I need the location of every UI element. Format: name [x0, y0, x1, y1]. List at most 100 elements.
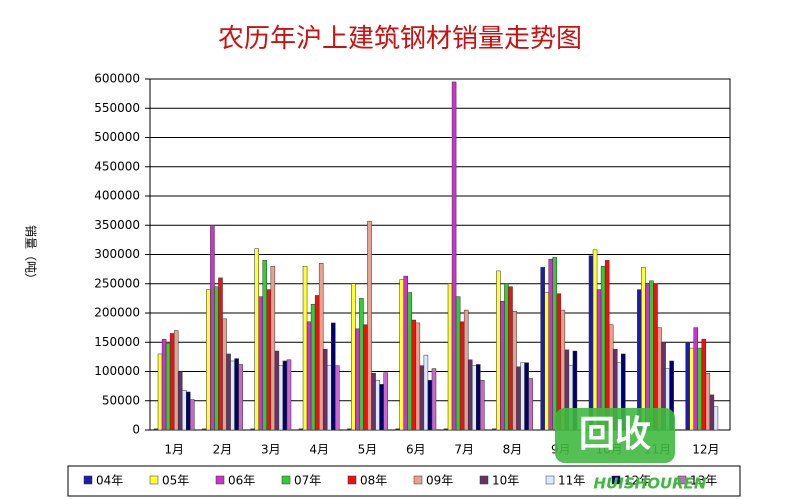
legend-label: 08年	[360, 474, 387, 488]
legend-swatch	[677, 475, 687, 485]
bar	[355, 328, 360, 431]
bar	[705, 373, 711, 431]
legend-swatch	[479, 475, 489, 485]
legend-swatch	[149, 475, 159, 485]
bar	[540, 267, 545, 431]
bar	[314, 295, 320, 431]
legend-swatch	[347, 475, 357, 485]
legend-label: 09年	[426, 474, 453, 488]
bar	[202, 428, 207, 431]
bar	[641, 267, 646, 431]
watermark-logo-bg	[555, 408, 675, 463]
y-tick-label: 500000	[94, 130, 140, 144]
bar	[443, 428, 449, 431]
y-tick-label: 600000	[94, 72, 140, 86]
bar	[592, 249, 598, 431]
y-tick-label: 50000	[102, 393, 140, 407]
bar	[169, 333, 175, 431]
bar	[153, 428, 159, 431]
bar	[415, 322, 421, 431]
x-tick-label: 6月	[406, 443, 426, 457]
bar	[713, 406, 719, 431]
bar	[234, 358, 239, 431]
bar	[709, 394, 715, 431]
bar	[423, 354, 429, 431]
bar	[186, 391, 191, 431]
bar	[318, 263, 324, 431]
bar	[463, 309, 469, 431]
bar	[459, 321, 465, 431]
bar	[552, 257, 558, 431]
bar	[331, 322, 336, 431]
bar	[173, 330, 179, 431]
legend-swatch	[83, 475, 93, 485]
y-tick-label: 200000	[94, 306, 140, 320]
bar	[520, 362, 525, 431]
bar	[496, 270, 501, 431]
bar	[504, 283, 509, 431]
bar	[508, 286, 513, 431]
legend-label: 13年	[690, 474, 717, 488]
bar	[177, 371, 183, 431]
bar	[367, 220, 372, 431]
bar	[395, 428, 400, 431]
bar	[266, 289, 272, 431]
bar	[689, 347, 694, 431]
bar	[258, 296, 264, 431]
bar	[451, 81, 457, 431]
bar	[278, 365, 284, 431]
bar	[302, 265, 308, 431]
legend-swatch	[545, 475, 555, 485]
bar	[238, 364, 243, 431]
bar	[218, 277, 223, 431]
y-tick-label: 150000	[94, 335, 140, 349]
legend-label: 11年	[558, 474, 585, 488]
legend-label: 12年	[624, 474, 651, 488]
bar	[528, 378, 533, 431]
bar	[447, 283, 453, 431]
bar	[524, 362, 529, 431]
legend-swatch	[611, 475, 621, 485]
bar	[322, 349, 328, 431]
bar	[685, 342, 690, 431]
x-tick-label: 5月	[358, 443, 378, 457]
legend-label: 04年	[96, 474, 123, 488]
bar	[230, 360, 235, 431]
bar	[222, 318, 227, 431]
bar	[600, 265, 606, 431]
bar	[214, 286, 219, 431]
bar	[375, 380, 380, 431]
bar	[326, 365, 332, 431]
bar	[161, 339, 167, 431]
bar	[399, 279, 404, 431]
y-tick-label: 450000	[94, 159, 140, 173]
bar	[250, 428, 255, 431]
y-tick-label: 100000	[94, 364, 140, 378]
bar	[512, 310, 517, 431]
bar	[306, 321, 312, 431]
bar	[604, 260, 610, 431]
bar	[282, 360, 288, 431]
x-tick-label: 8月	[503, 443, 523, 457]
y-tick-label: 250000	[94, 276, 140, 290]
legend-label: 05年	[162, 474, 189, 488]
bar	[274, 350, 280, 431]
bar	[480, 380, 485, 431]
bar	[544, 292, 549, 431]
bar	[359, 298, 364, 431]
legend-swatch	[413, 475, 423, 485]
bar	[419, 365, 425, 431]
chart-title: 农历年沪上建筑钢材销量走势图	[218, 24, 582, 54]
y-tick-label: 0	[132, 423, 140, 437]
bar	[347, 428, 352, 431]
bar	[471, 365, 477, 431]
x-tick-label: 2月	[213, 443, 233, 457]
bar	[351, 283, 356, 431]
legend-label: 07年	[294, 474, 321, 488]
x-tick-label: 3月	[261, 443, 281, 457]
bar	[190, 399, 195, 431]
legend-swatch	[281, 475, 291, 485]
bar	[310, 303, 316, 431]
watermark-text: HUISHOUREN	[594, 475, 707, 493]
x-tick-label: 1月	[164, 443, 184, 457]
